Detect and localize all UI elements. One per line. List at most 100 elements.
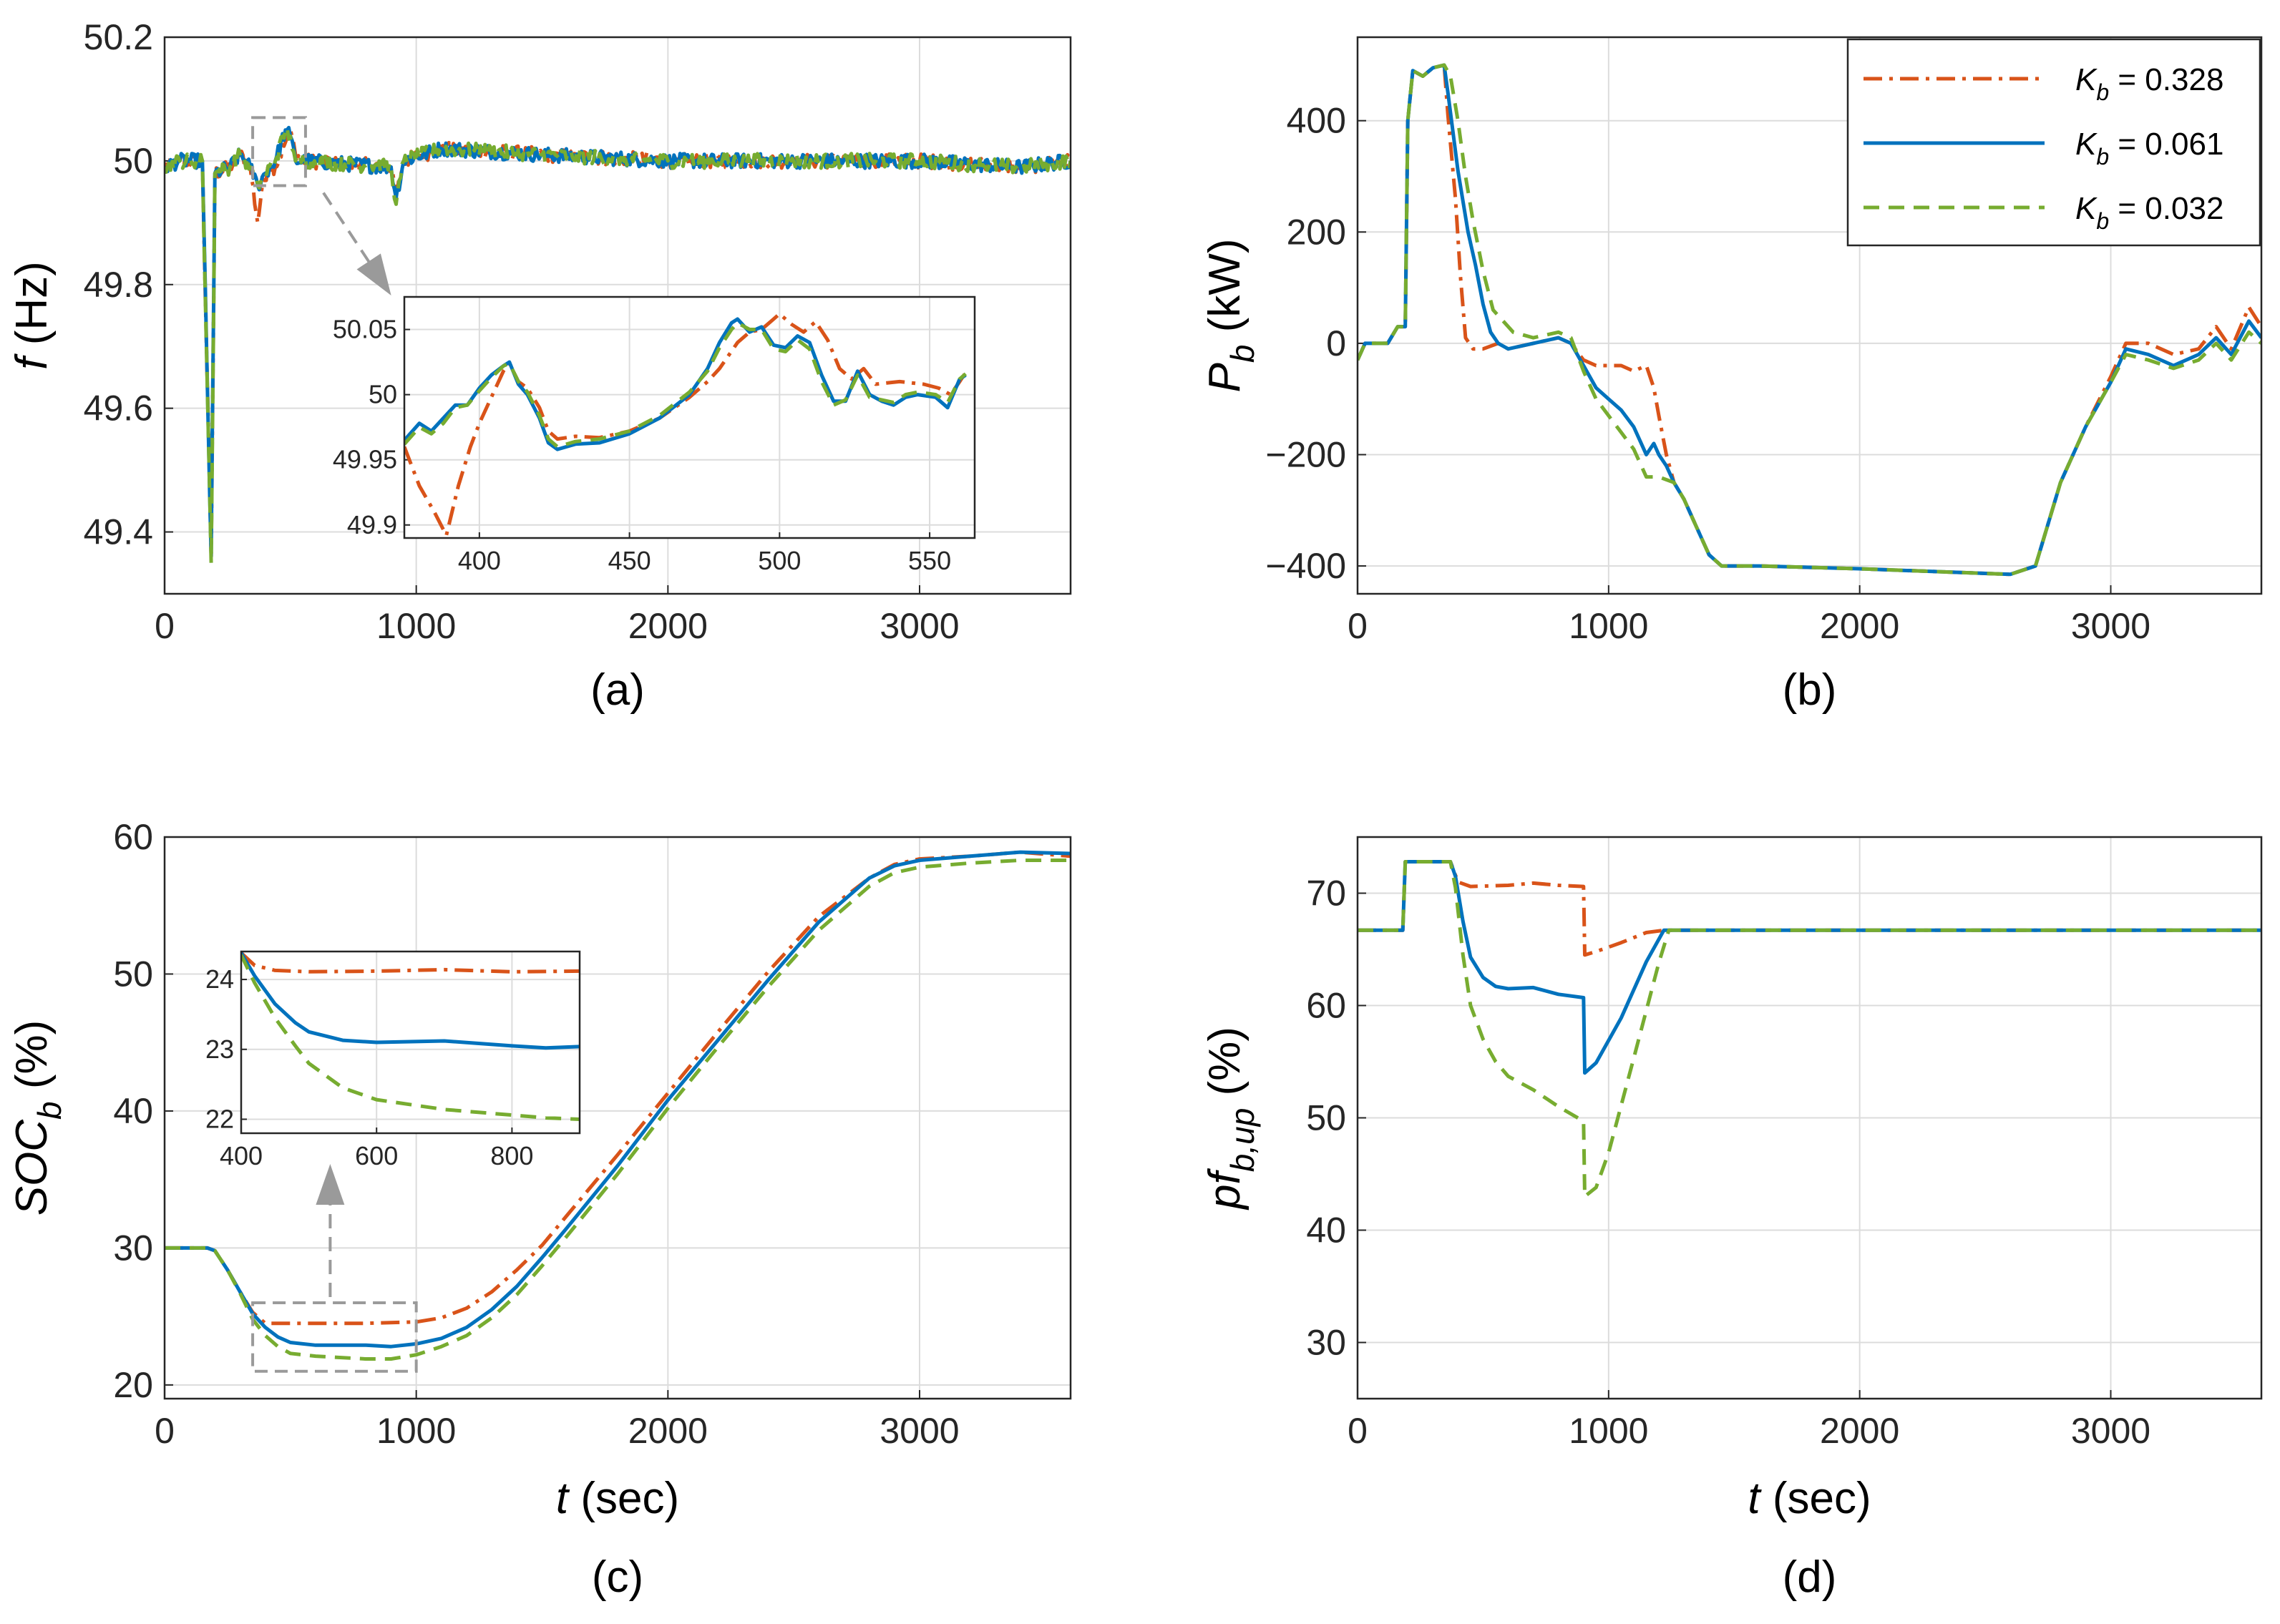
panel-d-line-k0328 (1358, 860, 2261, 957)
ylabel-symbol: pf (1200, 1168, 1249, 1210)
ylabel-subscript: b (31, 1101, 68, 1120)
inset-a-line-k0032 (404, 321, 968, 449)
ylabel-symbol: P (1200, 363, 1249, 392)
inset-c-line-k0328 (241, 952, 580, 974)
inset-a-xtick-label: 400 (458, 546, 501, 575)
panel-a-xtick-label: 3000 (880, 606, 959, 646)
panel-b-ytick-label: 200 (1287, 212, 1346, 252)
inset-a-xtick-label: 450 (608, 546, 651, 575)
inset-c-ytick-label: 22 (205, 1104, 234, 1133)
xlabel-unit: (sec) (1760, 1474, 1871, 1523)
inset-c-ytick-label: 24 (205, 964, 234, 994)
zoom-arrow-head (316, 1164, 345, 1205)
panel-c-caption: (c) (592, 1552, 643, 1602)
panel-b-ytick-label: −400 (1265, 546, 1346, 586)
legend-entry: Kb = 0.328 (2075, 62, 2223, 105)
panel-b-ytick-label: 400 (1287, 101, 1346, 141)
panel-a-xtick-label: 2000 (628, 606, 708, 646)
ylabel-symbol: SOC (7, 1119, 57, 1216)
legend-subscript: b (2096, 208, 2109, 234)
xlabel-symbol: t (556, 1474, 570, 1523)
inset-frame (403, 295, 976, 539)
panel-d-ytick-label: 50 (1306, 1098, 1346, 1138)
xlabel-unit: (sec) (568, 1474, 679, 1523)
panel-b-xtick-label: 3000 (2071, 606, 2150, 646)
panel-d-frame (1356, 836, 2263, 1400)
ylabel-unit: (%) (7, 1020, 57, 1102)
zoom-arrow-head (356, 253, 391, 296)
inset-a-ytick-label: 49.95 (333, 445, 397, 474)
panel-b-frame (1356, 36, 2263, 595)
panel-d-xtick-label: 2000 (1820, 1411, 1899, 1451)
panel-d-xtick-label: 1000 (1569, 1411, 1648, 1451)
ylabel-unit: (kW) (1200, 239, 1249, 345)
legend-value: = 0.032 (2109, 191, 2223, 226)
zoom-box (251, 1301, 418, 1373)
panel-c-xtick-label: 1000 (376, 1411, 456, 1451)
panel-d-ytick-label: 70 (1306, 874, 1346, 914)
ylabel-unit: (Hz) (7, 261, 57, 357)
panel-a-ytick-label: 49.8 (84, 265, 153, 305)
inset-a-ytick-label: 49.9 (347, 510, 397, 539)
legend-subscript: b (2096, 79, 2109, 105)
inset-a-xtick-label: 550 (908, 546, 951, 575)
ylabel-subscript: b (1224, 345, 1261, 363)
panel-c-ytick-label: 40 (113, 1091, 153, 1131)
panel-d-ytick-label: 30 (1306, 1323, 1346, 1363)
panel-d-xlabel: t (sec) (1748, 1474, 1871, 1523)
panel-c-ytick-label: 20 (113, 1365, 153, 1405)
inset-background (404, 297, 975, 538)
panel-b-line-k0328 (1358, 63, 2261, 577)
panel-c-ylabel: SOCb (%) (7, 1020, 68, 1216)
inset-a-line-k0328 (404, 312, 968, 537)
ylabel-subscript: b,up (1224, 1108, 1261, 1173)
panel-b-ytick-label: −200 (1265, 435, 1346, 475)
panel-d-xtick-label: 3000 (2071, 1411, 2150, 1451)
ylabel-unit: (%) (1200, 1027, 1249, 1108)
panel-a-ytick-label: 50 (113, 141, 153, 181)
inset-c-series-group (241, 952, 580, 1121)
panel-c-xlabel: t (sec) (556, 1474, 679, 1523)
inset-c-line-k0032 (241, 954, 580, 1121)
panel-a-ylabel: f (Hz) (7, 261, 57, 370)
inset-c-xtick-label: 800 (490, 1141, 533, 1170)
panel-a-caption: (a) (590, 665, 645, 715)
panel-c-ytick-label: 30 (113, 1228, 153, 1268)
panel-a-xtick-label: 0 (155, 606, 175, 646)
panel-b-xtick-label: 1000 (1569, 606, 1648, 646)
panel-a-ytick-label: 50.2 (84, 17, 153, 57)
panel-a-xtick-label: 1000 (376, 606, 456, 646)
panel-a-ytick-label: 49.6 (84, 388, 153, 429)
panel-c-ytick-label: 50 (113, 954, 153, 994)
panel-b-caption: (b) (1783, 665, 1837, 715)
panel-c-frame (163, 836, 1072, 1400)
inset-a-series-group (404, 312, 968, 537)
panel-c-xtick-label: 3000 (880, 1411, 959, 1451)
panel-c-ytick-label: 60 (113, 817, 153, 857)
panel-d-line-k0032 (1358, 860, 2261, 1198)
panel-a-frame (163, 36, 1072, 595)
panel-b-ylabel: Pb (kW) (1200, 239, 1261, 393)
legend-entry: Kb = 0.061 (2075, 127, 2223, 170)
panel-d-ytick-label: 60 (1306, 986, 1346, 1026)
panel-c-series-group (165, 850, 1071, 1361)
legend-symbol: K (2075, 62, 2098, 97)
inset-c-xtick-label: 400 (220, 1141, 263, 1170)
panel-d-ylabel: pfb,up (%) (1200, 1027, 1261, 1210)
legend-value: = 0.061 (2109, 127, 2223, 162)
inset-a-ytick-label: 50 (369, 380, 397, 409)
panel-a: 0 1000 2000 3000 49.4 49.6 49.8 50 50.2 f (Hz) (a)… (7, 17, 1072, 715)
panel-c: 0 1000 2000 3000 20 30 40 50 60 SOCb (%) t (sec) (c… (7, 817, 1072, 1602)
inset-c-xtick-label: 600 (355, 1141, 398, 1170)
panel-b-line-k0032 (1358, 63, 2261, 577)
legend-entry: Kb = 0.032 (2075, 191, 2223, 234)
panel-d-xtick-label: 0 (1348, 1411, 1368, 1451)
panel-c-inset: 400 600 800 22 23 24 (205, 950, 581, 1170)
panel-a-series-group (165, 125, 1071, 565)
panel-d-series-group (1358, 860, 2261, 1198)
inset-c-line-k0061 (241, 952, 580, 1050)
panel-b-ytick-label: 0 (1326, 323, 1346, 363)
zoom-box (251, 116, 307, 187)
